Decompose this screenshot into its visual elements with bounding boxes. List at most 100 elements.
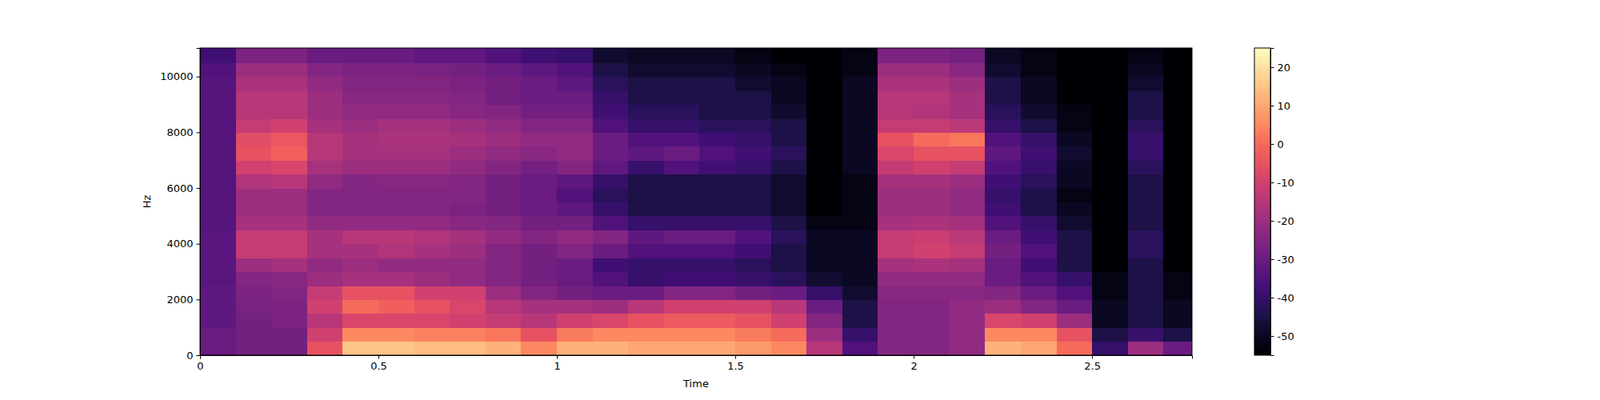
cell (414, 76, 451, 92)
cell (771, 229, 808, 244)
cell (877, 285, 914, 300)
cell (771, 146, 808, 161)
cell (1056, 229, 1093, 244)
cell (842, 313, 879, 328)
cell (984, 341, 1021, 356)
cell (735, 48, 772, 64)
cell (271, 48, 308, 64)
cell (1163, 146, 1192, 161)
cell (984, 132, 1021, 147)
colorbar-tick-label: -40 (1277, 292, 1295, 304)
cell (628, 76, 664, 92)
cell (1128, 132, 1164, 147)
cell (307, 216, 344, 231)
cell (1163, 76, 1192, 92)
cell (771, 299, 808, 314)
cell (1056, 188, 1093, 203)
y-tick-mark (196, 132, 201, 133)
cell (271, 272, 308, 287)
cell (307, 229, 344, 244)
cell (1056, 146, 1093, 161)
cell (556, 285, 593, 300)
cell (1128, 285, 1164, 300)
cell (628, 146, 664, 161)
cell (877, 313, 914, 328)
cell (378, 313, 415, 328)
colorbar-tick-label: -20 (1277, 215, 1295, 228)
cell (949, 104, 986, 120)
cell (628, 160, 664, 175)
cell (520, 188, 557, 203)
cell (949, 313, 986, 328)
cell (842, 160, 879, 175)
cell (414, 201, 451, 216)
cell (842, 257, 879, 272)
cell (271, 160, 308, 175)
cell (735, 76, 772, 92)
cell (949, 244, 986, 259)
cell (236, 146, 272, 161)
colorbar-tick-label: -50 (1277, 330, 1295, 343)
cell (1163, 299, 1192, 314)
cell (485, 48, 522, 64)
cell (271, 146, 308, 161)
cell (735, 62, 772, 77)
cell (913, 90, 950, 105)
cell (806, 244, 843, 259)
cell (271, 285, 308, 300)
cell (842, 104, 879, 120)
cell (949, 118, 986, 133)
cell (699, 104, 736, 120)
x-tick: 1.5 (727, 355, 744, 372)
cell (984, 118, 1021, 133)
chart: 00.511.522.50200040006000800010000TimeHz… (0, 0, 1600, 400)
cell (307, 313, 344, 328)
cell (449, 76, 486, 92)
x-tick-label: 0.5 (370, 360, 388, 372)
cell (771, 201, 808, 216)
cell (806, 327, 843, 342)
cell (414, 90, 451, 105)
cell (485, 201, 522, 216)
cell (628, 272, 664, 287)
cell (806, 201, 843, 216)
cell (699, 257, 736, 272)
cell (699, 90, 736, 105)
cell (877, 132, 914, 147)
cell (842, 62, 879, 77)
cell (200, 160, 236, 175)
cell (949, 341, 986, 356)
cell (913, 257, 950, 272)
cell (664, 285, 700, 300)
cell (877, 48, 914, 64)
cell (877, 160, 914, 175)
cell (664, 104, 700, 120)
cell (984, 62, 1021, 77)
colorbar-tick-label: -10 (1277, 176, 1295, 189)
cell (949, 285, 986, 300)
cell (414, 118, 451, 133)
cell (664, 299, 700, 314)
cell (449, 285, 486, 300)
cell (913, 244, 950, 259)
cell (414, 244, 451, 259)
cell (342, 313, 379, 328)
cell (771, 244, 808, 259)
y-tick-mark (196, 76, 201, 78)
cell (771, 48, 808, 64)
cell (520, 341, 557, 356)
cell (913, 216, 950, 231)
cell (236, 313, 272, 328)
cell (735, 313, 772, 328)
cell (520, 146, 557, 161)
cell (449, 229, 486, 244)
cell (307, 272, 344, 287)
cell (1092, 257, 1128, 272)
cell (236, 90, 272, 105)
cell (449, 201, 486, 216)
cell (378, 229, 415, 244)
cell (1092, 299, 1128, 314)
cell (913, 146, 950, 161)
cell (1163, 244, 1192, 259)
cell (307, 118, 344, 133)
